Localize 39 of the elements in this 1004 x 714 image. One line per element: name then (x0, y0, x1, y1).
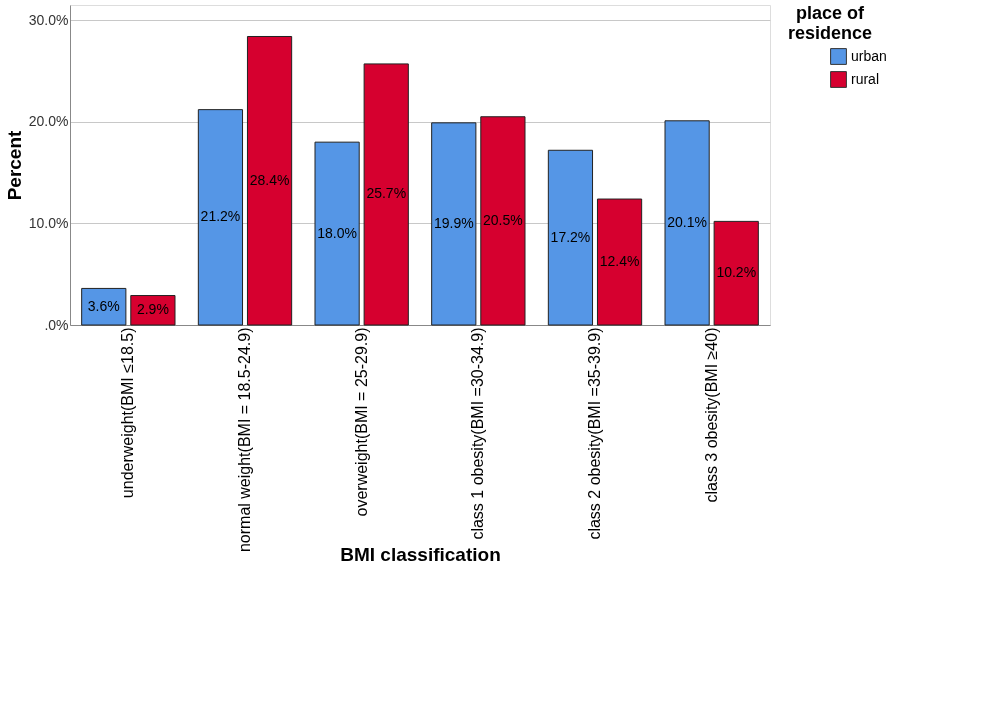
data-label: 17.2% (550, 228, 591, 245)
bar (130, 295, 176, 326)
x-tick-label: class 2 obesity(BMI =35-39.9) (586, 327, 603, 540)
bar (197, 109, 244, 326)
data-label: 10.2% (716, 264, 757, 281)
data-label: 12.4% (599, 253, 640, 270)
x-tick-label: overweight(BMI = 25-29.9) (352, 327, 370, 517)
bar (480, 116, 526, 326)
bar (713, 220, 759, 326)
x-tick-label: underweight(BMI ≤18.5) (119, 327, 137, 499)
data-label: 21.2% (200, 208, 241, 225)
bar (596, 198, 643, 326)
y-tick-label: 20.0% (28, 113, 69, 130)
x-axis-title: BMI classification (340, 543, 501, 565)
legend-label: rural (851, 70, 880, 87)
bar (81, 287, 127, 326)
data-label: 3.6% (87, 297, 120, 314)
bar (363, 63, 409, 326)
x-tick-label: class 1 obesity(BMI =30-34.9) (469, 327, 487, 540)
data-label: 2.9% (136, 301, 169, 318)
y-tick-label: .0% (44, 316, 69, 333)
y-axis-title: Percent (3, 129, 25, 201)
bar (246, 35, 293, 326)
bar (431, 122, 477, 326)
legend-label: urban (851, 47, 887, 64)
data-label: 25.7% (366, 185, 407, 202)
bar (664, 120, 710, 326)
data-label: 20.1% (667, 213, 707, 230)
data-label: 18.0% (317, 224, 357, 241)
y-tick-label: 30.0% (28, 11, 69, 28)
data-label: 28.4% (249, 171, 290, 188)
legend-title: place of residence (787, 3, 873, 43)
x-tick-label: normal weight(BMI = 18.5-24.9) (236, 327, 253, 553)
x-tick-label: class 3 obesity(BMI ≥40) (702, 327, 720, 503)
data-label: 19.9% (433, 214, 474, 231)
bar (314, 141, 360, 326)
bar (547, 149, 594, 326)
y-tick-label: 10.0% (28, 214, 69, 231)
data-label: 20.5% (483, 211, 523, 228)
